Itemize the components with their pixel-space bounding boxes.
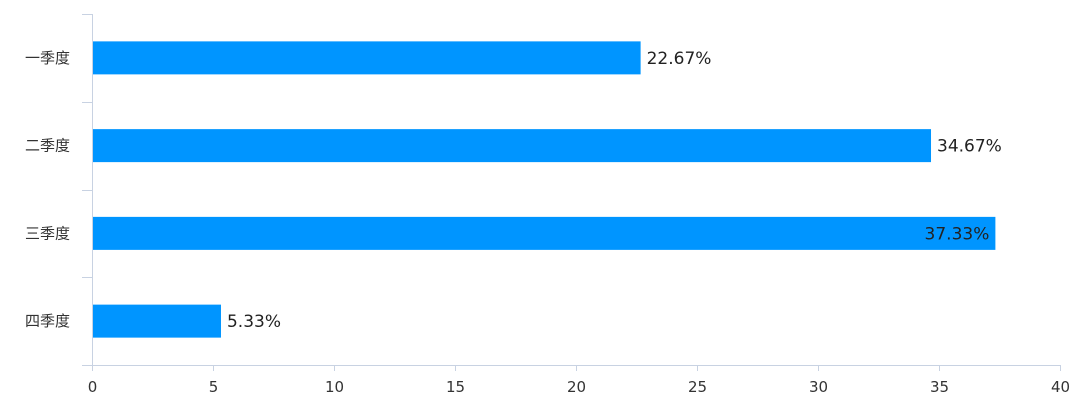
- bar-2: [92, 129, 932, 163]
- category-label-3: 三季度: [25, 224, 70, 242]
- category-label-2: 二季度: [25, 137, 70, 155]
- bar-1: [92, 41, 641, 75]
- x-tick-label-5: 25: [688, 378, 707, 396]
- x-tick-label-7: 35: [930, 378, 949, 396]
- axes-group: [82, 14, 1061, 371]
- data-label-3: 37.33%: [925, 224, 990, 244]
- x-tick-label-1: 5: [209, 378, 219, 396]
- data-label-4: 5.33%: [227, 312, 281, 332]
- x-tick-label-0: 0: [88, 378, 98, 396]
- x-tick-label-6: 30: [809, 378, 828, 396]
- x-tick-label-8: 40: [1051, 378, 1070, 396]
- bar-3: [92, 216, 996, 250]
- data-label-1: 22.67%: [647, 49, 712, 69]
- labels-group: 一季度 22.67% 二季度 34.67% 三季度 37.33% 四季度 5.33% 0 5 10 1…: [25, 49, 1070, 396]
- category-label-4: 四季度: [25, 312, 70, 330]
- x-tick-label-3: 15: [446, 378, 465, 396]
- x-tick-label-4: 20: [567, 378, 586, 396]
- x-tick-label-2: 10: [325, 378, 344, 396]
- bar-4: [92, 304, 221, 338]
- data-label-2: 34.67%: [937, 137, 1002, 157]
- category-label-1: 一季度: [25, 49, 70, 67]
- bars-group: [92, 41, 996, 338]
